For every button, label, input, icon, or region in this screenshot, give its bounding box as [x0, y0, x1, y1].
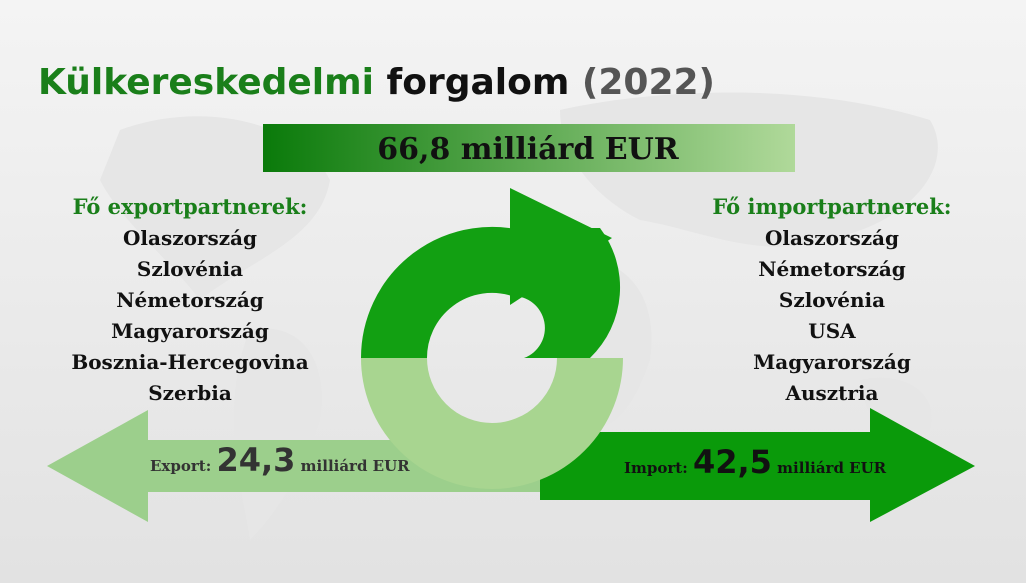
import-total: Import: 42,5 milliárd EUR: [624, 443, 887, 481]
partner: Szlovénia: [137, 257, 243, 281]
export-total: Export: 24,3 milliárd EUR: [150, 441, 410, 479]
partners-heading: Fő exportpartnerek:: [73, 194, 308, 219]
partner: Olaszország: [123, 226, 257, 250]
export-arrow: [47, 410, 640, 522]
total-banner: [263, 124, 795, 172]
cycle-neck: [512, 228, 621, 358]
import-amount: 42,5: [693, 443, 772, 481]
partner: Szerbia: [148, 381, 232, 405]
title-part: forgalom: [387, 62, 570, 103]
title-part: (2022): [582, 62, 715, 103]
total: 66,8 milliárd EUR: [377, 132, 680, 167]
partner: Ausztria: [784, 381, 878, 405]
partner: Magyarország: [111, 319, 269, 343]
partner: Magyarország: [753, 350, 911, 374]
export-amount: 24,3: [216, 441, 295, 479]
import-label: Import:: [624, 459, 688, 477]
partner: Szlovénia: [779, 288, 885, 312]
cycle-arc-light: [361, 356, 623, 489]
cycle-arc-dark: [361, 226, 530, 360]
partner: Németország: [116, 288, 264, 312]
partners-heading: Fő importpartnerek:: [712, 194, 951, 219]
export-label: Export:: [150, 457, 211, 475]
partner: Németország: [758, 257, 906, 281]
title-part: Külkereskedelmi: [38, 62, 374, 103]
partner: Olaszország: [765, 226, 899, 250]
partner: Bosznia-Hercegovina: [71, 350, 308, 374]
partner-lists: Fő exportpartnerek: Olaszország Szlovénia N…: [71, 194, 951, 405]
import-arrow: [540, 408, 975, 522]
partner: USA: [808, 319, 856, 343]
import-unit: milliárd EUR: [777, 459, 887, 477]
export-unit: milliárd EUR: [301, 457, 411, 475]
title: Külkereskedelmi forgalom (2022): [38, 62, 715, 103]
